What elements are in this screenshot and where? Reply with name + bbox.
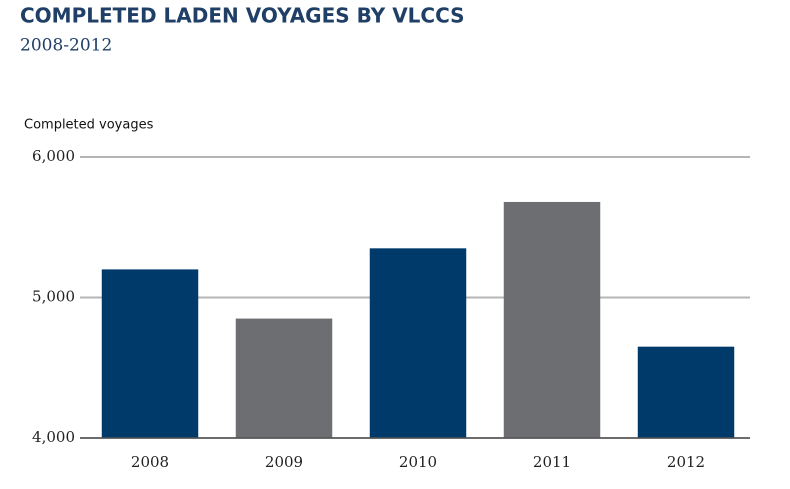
bar xyxy=(101,269,199,438)
y-axis-label: Completed voyages xyxy=(24,118,154,133)
x-tick-label: 2009 xyxy=(265,453,303,471)
y-tick-label: 6,000 xyxy=(32,147,75,165)
chart-title: COMPLETED LADEN VOYAGES BY VLCCS xyxy=(20,4,465,28)
bar xyxy=(637,346,735,438)
x-tick-label: 2011 xyxy=(533,453,571,471)
chart-subtitle: 2008-2012 xyxy=(20,36,112,56)
y-tick-label: 5,000 xyxy=(32,288,75,306)
x-tick-label: 2012 xyxy=(667,453,705,471)
bar xyxy=(235,318,333,438)
bar xyxy=(369,248,467,438)
bar xyxy=(503,201,601,438)
x-tick-label: 2010 xyxy=(399,453,437,471)
y-tick-label: 4,000 xyxy=(32,428,75,446)
x-tick-label: 2008 xyxy=(131,453,169,471)
